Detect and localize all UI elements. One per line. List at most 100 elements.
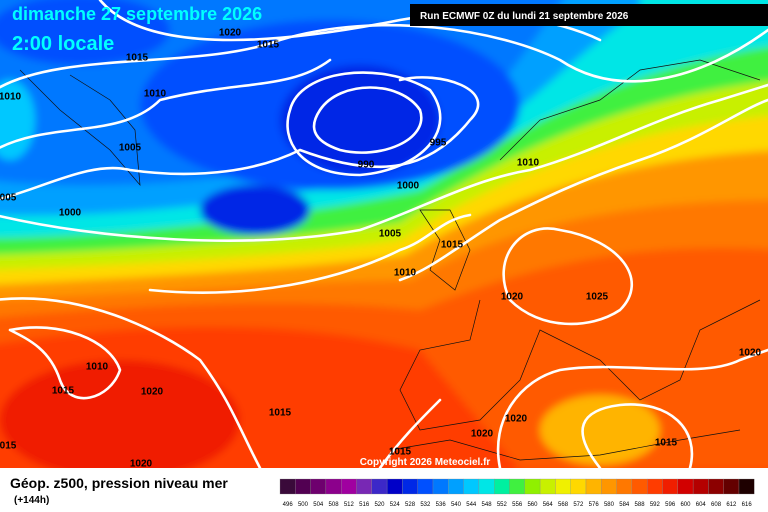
scale-label: 548 [482, 502, 493, 508]
scale-swatch [616, 478, 633, 495]
scale-swatch [310, 478, 327, 495]
scale-label: 564 [543, 502, 554, 508]
scale-label: 588 [635, 502, 646, 508]
scale-swatch [494, 478, 510, 495]
date-title: dimanche 27 septembre 2026 [12, 4, 262, 24]
scale-label: 600 [680, 502, 691, 508]
scale-swatch [570, 478, 587, 495]
scale-label: 612 [726, 502, 737, 508]
map: 1020 1015 1015 1010 1010 1005 005 1000 9… [0, 0, 768, 470]
isobar-label: 1015 [269, 408, 292, 419]
color-scale: 496 500 504 508 512 516 520 524 528 532 536 540 544 5… [279, 478, 755, 508]
scale-label: 556 [512, 502, 523, 508]
scale-label: 596 [665, 502, 676, 508]
isobar-label: 1025 [586, 292, 609, 303]
scale-swatch [402, 478, 418, 495]
scale-swatch [463, 478, 480, 495]
scale-swatch [371, 478, 388, 495]
isobar-label: 1010 [86, 362, 109, 373]
isobar-label: 1005 [119, 143, 142, 154]
isobar-label: 990 [358, 160, 375, 171]
scale-swatch [692, 478, 709, 495]
scale-swatch [279, 478, 296, 495]
scale-label: 496 [283, 502, 294, 508]
scale-swatch [341, 478, 357, 495]
scale-label: 528 [405, 502, 416, 508]
copyright: Copyright 2026 Meteociel.fr [360, 457, 491, 468]
scale-label: 540 [451, 502, 462, 508]
scale-label: 616 [742, 502, 753, 508]
scale-swatch [524, 478, 541, 495]
scale-label: 560 [527, 502, 538, 508]
scale-swatch [448, 478, 464, 495]
scale-swatch [738, 478, 755, 495]
scale-swatch [677, 478, 694, 495]
isobar-label: 1020 [219, 28, 242, 39]
scale-label: 608 [711, 502, 722, 508]
time-title: 2:00 locale [12, 33, 114, 55]
scale-label: 500 [298, 502, 309, 508]
isobar-label: 1020 [739, 348, 762, 359]
lead-time: (+144h) [14, 495, 49, 506]
scale-swatch [631, 478, 648, 495]
scale-label: 552 [497, 502, 508, 508]
isobar-label: 1010 [144, 89, 167, 100]
isobar-label: 1020 [471, 429, 494, 440]
scale-swatch [539, 478, 556, 495]
scale-swatch [585, 478, 602, 495]
isobar-label: 1010 [0, 92, 22, 103]
isobar-label: 1015 [441, 240, 464, 251]
isobars [0, 0, 768, 468]
scale-label: 592 [650, 502, 661, 508]
scale-swatch [386, 478, 403, 495]
scale-swatch [647, 478, 663, 495]
isobar-label: 1000 [59, 208, 82, 219]
scale-label: 524 [390, 502, 401, 508]
footer-title: Géop. z500, pression niveau mer [10, 475, 228, 491]
isobar-label: 015 [0, 441, 17, 452]
scale-swatch [723, 478, 740, 495]
isobar-label: 005 [0, 193, 17, 204]
scale-label: 544 [466, 502, 477, 508]
scale-swatch [478, 478, 495, 495]
scale-swatch [509, 478, 525, 495]
isobar-label: 1020 [130, 459, 153, 470]
scale-label: 516 [359, 502, 370, 508]
scale-label: 572 [573, 502, 584, 508]
scale-swatch [417, 478, 434, 495]
isobar-label: 1015 [52, 386, 75, 397]
scale-swatch [601, 478, 617, 495]
scale-label: 604 [696, 502, 707, 508]
isobar-label: 1015 [655, 438, 678, 449]
scale-label: 580 [604, 502, 615, 508]
scale-label: 584 [619, 502, 630, 508]
scale-swatch [432, 478, 449, 495]
run-info: Run ECMWF 0Z du lundi 21 septembre 2026 [420, 11, 629, 22]
isobar-label: 1020 [505, 414, 528, 425]
scale-label: 504 [313, 502, 324, 508]
scale-swatch [325, 478, 342, 495]
isobar-label: 1010 [517, 158, 540, 169]
scale-swatch [356, 478, 372, 495]
isobar-label: 1015 [126, 53, 149, 64]
isobar-label: 1015 [257, 40, 280, 51]
scale-swatch [555, 478, 571, 495]
scale-label: 512 [344, 502, 355, 508]
scale-label: 576 [589, 502, 600, 508]
scale-swatch [708, 478, 724, 495]
run-box [410, 4, 768, 26]
scale-label: 520 [374, 502, 385, 508]
scale-swatch [662, 478, 678, 495]
isobar-label: 1000 [397, 181, 420, 192]
scale-swatch [295, 478, 311, 495]
isobar-label: 1020 [501, 292, 524, 303]
scale-label: 508 [329, 502, 340, 508]
isobar-label: 1005 [379, 229, 402, 240]
isobar-label: 1010 [394, 268, 417, 279]
scale-label: 536 [436, 502, 447, 508]
isobar-label: 1015 [389, 447, 412, 458]
isobar-labels: 1020 1015 1015 1010 1010 1005 005 1000 9… [0, 28, 762, 470]
isobar-label: 1020 [141, 387, 164, 398]
